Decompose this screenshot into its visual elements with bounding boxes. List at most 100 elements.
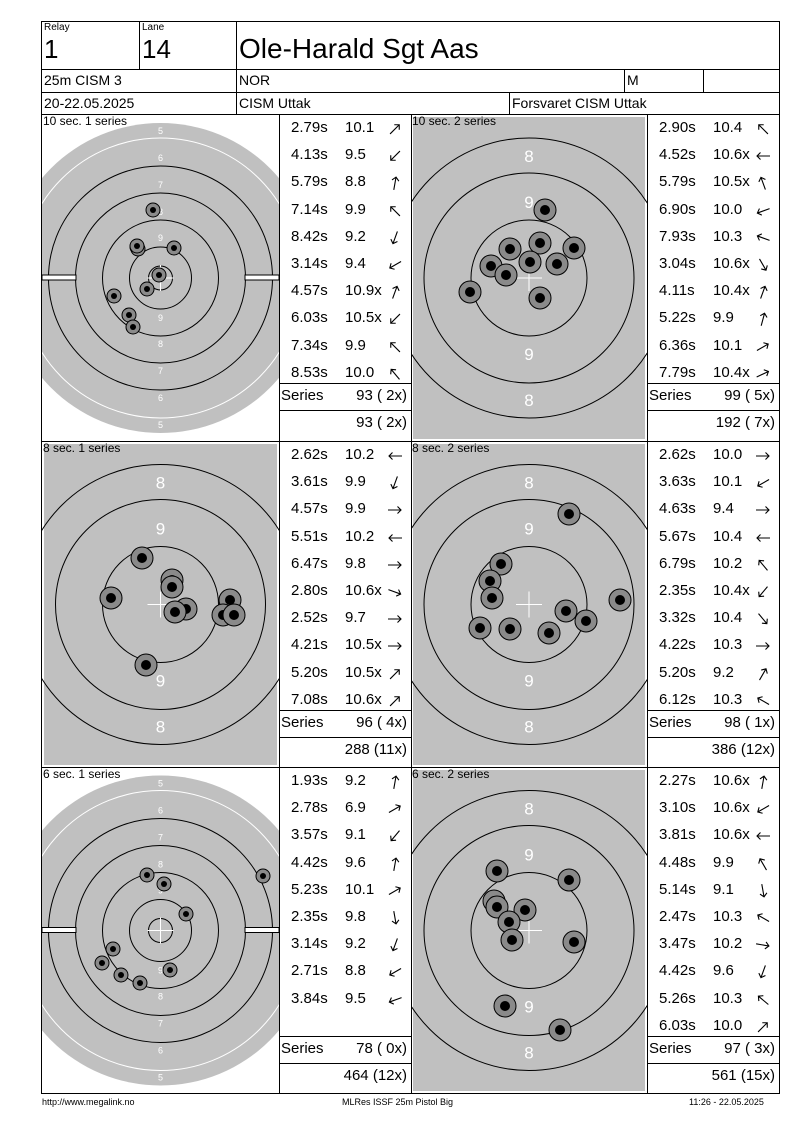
running-total: 561 (15x)	[711, 1067, 775, 1084]
ring-label: 7	[158, 180, 163, 190]
shot-score: 10.3	[713, 690, 743, 708]
shot-score: 10.4x	[713, 363, 750, 381]
frame-right	[779, 21, 780, 1094]
target-1: 5 6 7 8 9 9 8 7 6 5	[42, 115, 279, 441]
shot-score: 10.5x	[345, 663, 382, 681]
shot-score: 9.9	[345, 336, 366, 354]
direction-arrow-icon	[387, 691, 403, 707]
target-ring	[55, 499, 266, 710]
shot-score: 9.1	[713, 880, 734, 898]
series-total-row: Series 93 ( 2x)	[281, 387, 407, 404]
shot-time: 5.23s	[291, 880, 328, 898]
direction-arrow-icon	[387, 826, 403, 842]
shot-score: 9.2	[345, 772, 366, 789]
shot-hole-center	[485, 576, 495, 586]
shot-time: 7.34s	[291, 336, 328, 354]
series-total: 97 ( 3x)	[724, 1040, 775, 1057]
direction-arrow-icon	[755, 282, 771, 299]
shot-time: 3.14s	[291, 935, 328, 953]
shot-time: 2.35s	[659, 582, 696, 599]
shot-score: 10.0	[713, 446, 743, 463]
shot-score: 10.5x	[345, 309, 382, 327]
shot-row: 7.93s 10.3	[647, 223, 777, 250]
ring-label: 8	[158, 339, 163, 349]
shot-time: 3.81s	[659, 826, 696, 844]
shot-score: 9.2	[713, 663, 734, 681]
series-divider	[647, 1036, 779, 1037]
direction-arrow-icon	[755, 609, 771, 625]
shot-list: 2.62s 10.0 3.63s 10.1 4.63s 9.4 5.67s 10.4 6.79s…	[647, 441, 779, 767]
direction-arrow-icon	[387, 990, 403, 1006]
series-total: 98 ( 1x)	[724, 714, 775, 731]
shot-time: 5.79s	[291, 173, 328, 191]
shot-score: 10.6x	[713, 826, 750, 844]
shot-hole-center	[126, 312, 132, 318]
direction-arrow-icon	[755, 636, 771, 652]
ring-label: 9	[524, 345, 533, 364]
footer-timestamp: 11:26 - 22.05.2025	[689, 1097, 764, 1107]
shot-hole-center	[535, 238, 545, 248]
shot-score: 10.0	[345, 363, 375, 381]
shot-time: 2.35s	[291, 908, 328, 925]
shot-hole-center	[505, 244, 515, 254]
shot-hole-center	[225, 595, 235, 605]
nation: NOR	[239, 72, 271, 88]
direction-arrow-icon	[387, 446, 403, 462]
shot-score: 9.9	[345, 500, 366, 518]
shot-time: 4.42s	[291, 853, 328, 871]
series-label: Series	[649, 1040, 692, 1057]
shot-score: 9.5	[345, 989, 366, 1007]
shot-time: 2.27s	[659, 772, 696, 789]
ring-label: 7	[158, 366, 163, 376]
shot-hole-center	[167, 582, 177, 592]
series-total: 93 ( 2x)	[356, 387, 407, 404]
shot-time: 6.12s	[659, 690, 696, 708]
shot-row: 8.53s 10.0	[279, 359, 409, 386]
shot-score: 10.0	[713, 200, 743, 218]
shot-score: 10.2	[345, 527, 375, 545]
ring-label: 5	[158, 1073, 163, 1083]
shot-hole-center	[492, 902, 502, 912]
shot-score: 10.5x	[713, 173, 750, 191]
shot-score: 9.9	[345, 473, 366, 491]
shot-hole-center	[118, 972, 124, 978]
series-label: Series	[649, 714, 692, 731]
shot-row: 5.67s 10.4	[647, 523, 777, 550]
lane-value: 14	[142, 34, 171, 64]
shot-list: 2.90s 10.4 4.52s 10.6x 5.79s 10.5x 6.90s 10.0 7.…	[647, 114, 779, 441]
shot-score: 8.8	[345, 962, 366, 980]
shot-row: 4.42s 9.6	[647, 957, 777, 984]
target-ring	[42, 464, 279, 745]
shot-time: 2.78s	[291, 799, 328, 817]
direction-arrow-icon	[387, 173, 403, 191]
shot-row: 3.04s 10.6x	[647, 250, 777, 277]
shot-row: 6.47s 9.8	[279, 550, 409, 577]
direction-arrow-icon	[755, 528, 771, 544]
shot-hole-center	[544, 628, 554, 638]
row-divider	[41, 441, 780, 442]
ring-label: 8	[524, 147, 533, 166]
footer-url: http://www.megalink.no	[42, 1097, 135, 1107]
shot-hole-center	[130, 324, 136, 330]
direction-arrow-icon	[755, 691, 771, 707]
shot-time: 7.93s	[659, 227, 696, 245]
series-title: 6 sec. 1 series	[43, 767, 121, 781]
shot-time: 4.21s	[291, 636, 328, 654]
shot-score: 9.4	[345, 255, 366, 272]
shot-score: 10.9x	[345, 282, 382, 300]
shot-hole-center	[170, 607, 180, 617]
target-ring	[470, 872, 588, 989]
shot-row: 3.47s 10.2	[647, 930, 777, 957]
shot-time: 6.36s	[659, 336, 696, 354]
shot-score: 10.6x	[713, 146, 750, 164]
running-total: 386 (12x)	[711, 741, 775, 758]
direction-arrow-icon	[755, 555, 771, 571]
ring-label: 8	[156, 718, 165, 737]
target-6: 8 9 9 8	[411, 768, 647, 1093]
shot-row: 2.80s 10.6x	[279, 577, 409, 604]
shot-time: 3.10s	[659, 799, 696, 817]
direction-arrow-icon	[755, 173, 771, 191]
shot-row: 6.03s 10.0	[647, 1012, 777, 1039]
ring-label: 9	[524, 998, 533, 1017]
ring-label: 8	[524, 718, 533, 737]
